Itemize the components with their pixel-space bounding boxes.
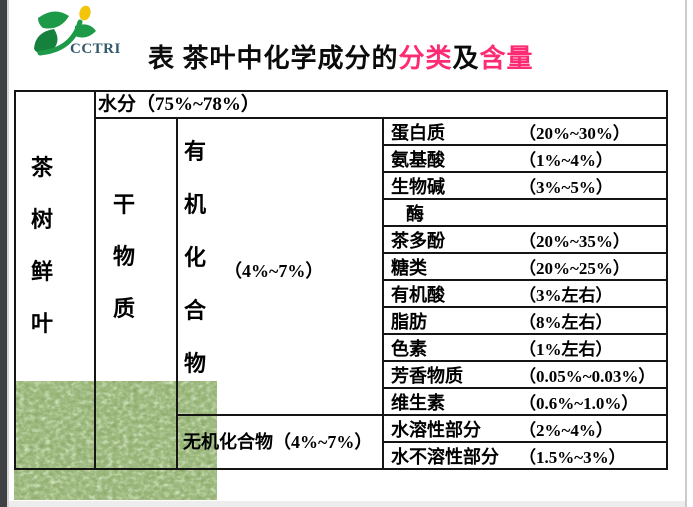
vertical-char: 树: [31, 207, 54, 232]
table-row: 芳香物质 （0.05%~0.03%）: [382, 362, 666, 389]
table-row: 脂肪 （8%左右）: [382, 308, 666, 335]
components-column: 蛋白质 （20%~30%） 氨基酸 （1%~4%） 生物碱 （3%~5%） 酶 …: [382, 119, 666, 468]
table-row: 色素 （1%左右）: [382, 335, 666, 362]
component-content: （20%~35%）: [519, 232, 630, 251]
component-name: 蛋白质: [391, 122, 445, 143]
vertical-char: 物: [184, 351, 207, 376]
table-row: 维生素 （0.6%~1.0%）: [382, 389, 666, 416]
vertical-char: 有: [184, 139, 207, 164]
component-name: 酶: [406, 203, 424, 224]
table-row: 水不溶性部分 （1.5%~3%）: [382, 443, 666, 468]
component-name: 茶多酚: [391, 230, 445, 251]
component-name: 水溶性部分: [391, 419, 481, 440]
composition-table: 水分（75%~78%） 茶 树 鲜 叶 干 物 质 有 机 化 合 物 （4%~…: [14, 90, 668, 470]
component-content: （0.05%~0.03%）: [519, 367, 656, 386]
title-and: 及: [452, 44, 480, 73]
component-content: （1%~4%）: [519, 151, 613, 170]
logo-text: CCTRI: [70, 41, 120, 57]
component-content: （1.5%~3%）: [519, 448, 626, 467]
component-name: 糖类: [391, 257, 427, 278]
component-content: （20%~25%）: [519, 259, 630, 278]
table-row: 有机酸 （3%左右）: [382, 281, 666, 308]
vertical-char: 鲜: [31, 259, 54, 284]
component-content: （3%~5%）: [519, 178, 613, 197]
tea-leaves-image: [14, 381, 217, 500]
component-name: 水不溶性部分: [391, 446, 499, 467]
table-row: 酶: [382, 200, 666, 227]
moisture-cell: 水分（75%~78%）: [98, 94, 260, 115]
component-content: （1%左右）: [519, 340, 613, 359]
title-prefix: 表 茶叶中化学成分的: [148, 44, 399, 73]
window-bottom-edge: [9, 501, 685, 507]
table-row: 氨基酸 （1%~4%）: [382, 146, 666, 173]
vertical-char: 质: [113, 296, 136, 321]
table-line: [382, 119, 384, 468]
component-name: 色素: [391, 338, 427, 359]
table-line: [94, 117, 666, 119]
title-accent-content: 含量: [479, 44, 534, 73]
cctri-logo: CCTRI: [28, 3, 120, 59]
component-content: （3%左右）: [519, 286, 613, 305]
table-row: 水溶性部分 （2%~4%）: [382, 416, 666, 443]
vertical-char: 干: [113, 192, 136, 217]
component-name: 生物碱: [391, 176, 445, 197]
component-name: 氨基酸: [391, 149, 445, 170]
fresh-tea-leaf-cell: 茶 树 鲜 叶: [16, 92, 94, 468]
table-row: 糖类 （20%~25%）: [382, 254, 666, 281]
organic-compounds-cell: 有 机 化 合 物 （4%~7%）: [178, 119, 382, 414]
plant-icon: CCTRI: [34, 5, 120, 57]
component-name: 芳香物质: [391, 365, 463, 386]
window-left-strip-edge: [7, 0, 9, 507]
organic-range-label: （4%~7%）: [224, 261, 324, 281]
table-line: [94, 92, 96, 468]
window-right-edge: [685, 0, 687, 507]
table-row: 蛋白质 （20%~30%）: [382, 119, 666, 146]
table-row: 茶多酚 （20%~35%）: [382, 227, 666, 254]
component-content: （0.6%~1.0%）: [519, 394, 639, 413]
vertical-char: 机: [184, 192, 207, 217]
table-row: 生物碱 （3%~5%）: [382, 173, 666, 200]
inorganic-compounds-cell: 无机化合物（4%~7%）: [183, 432, 373, 452]
component-content: （20%~30%）: [519, 124, 630, 143]
component-content: （8%左右）: [519, 313, 613, 332]
slide-title: 表 茶叶中化学成分的分类及含量: [148, 38, 534, 75]
component-content: （2%~4%）: [519, 421, 613, 440]
vertical-char: 化: [184, 245, 207, 270]
window-left-strip: [0, 0, 7, 507]
dry-matter-cell: 干 物 质: [96, 119, 176, 468]
table-line: [178, 414, 382, 416]
component-name: 有机酸: [391, 284, 445, 305]
component-name: 维生素: [391, 392, 445, 413]
title-accent-classification: 分类: [398, 44, 453, 73]
vertical-char: 物: [113, 244, 136, 269]
tea-leaves-texture: [14, 381, 217, 500]
component-name: 脂肪: [391, 311, 427, 332]
vertical-char: 合: [184, 298, 207, 323]
vertical-char: 叶: [31, 311, 54, 336]
table-line: [176, 119, 178, 468]
vertical-char: 茶: [31, 155, 54, 180]
